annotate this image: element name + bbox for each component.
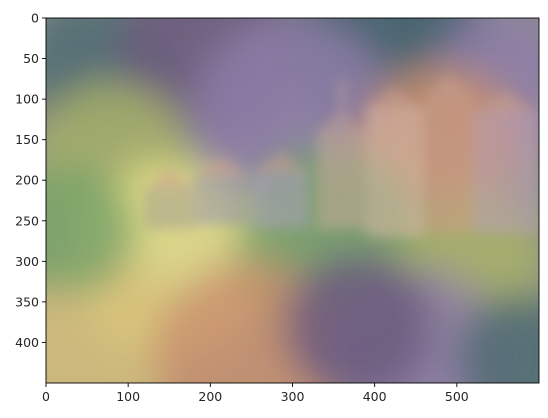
roof (366, 86, 424, 108)
color-blob (46, 163, 137, 295)
x-axis: 0 100 200 300 400 500 (42, 383, 469, 404)
x-tick-label: 400 (363, 389, 387, 404)
y-tick-label: 300 (15, 254, 39, 269)
roof (144, 168, 194, 189)
color-blob (456, 292, 539, 383)
image-content (46, 18, 539, 383)
x-tick-label: 100 (116, 389, 140, 404)
y-tick-label: 100 (15, 92, 39, 107)
x-tick-label: 200 (198, 389, 222, 404)
house (251, 172, 309, 229)
image-buildings (144, 74, 539, 237)
house (193, 176, 248, 225)
tower (337, 78, 346, 136)
roof (473, 91, 539, 112)
y-tick-label: 250 (15, 213, 39, 228)
house (366, 107, 424, 237)
x-tick-label: 500 (445, 389, 469, 404)
y-tick-label: 0 (31, 11, 39, 26)
y-tick-label: 400 (15, 335, 39, 350)
roof (423, 74, 474, 96)
color-blob (284, 252, 433, 383)
y-tick-label: 50 (23, 51, 39, 66)
y-axis: 0 50 100 150 200 250 300 350 400 (15, 11, 46, 350)
house (317, 131, 367, 229)
house (473, 111, 539, 233)
x-tick-label: 300 (281, 389, 305, 404)
y-tick-label: 350 (15, 294, 39, 309)
y-tick-label: 200 (15, 173, 39, 188)
roof (251, 151, 309, 173)
roof (193, 155, 248, 177)
house (144, 188, 194, 229)
house (423, 95, 474, 233)
x-tick-label: 0 (42, 389, 50, 404)
y-tick-label: 150 (15, 132, 39, 147)
